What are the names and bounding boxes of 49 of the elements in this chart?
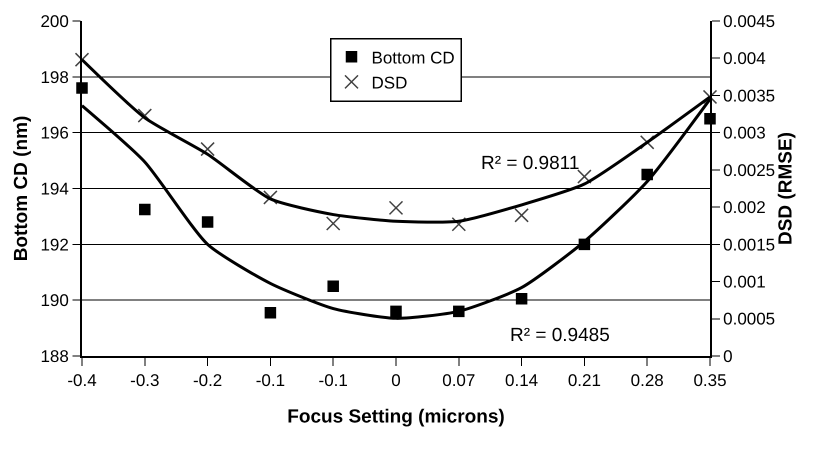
y2-tick-label: 0.002: [723, 198, 766, 218]
x-tick-label: -0.1: [256, 371, 286, 390]
y-tick-label: 200: [40, 12, 69, 31]
annotation: R² = 0.9485: [510, 325, 610, 346]
y-axis-title: Bottom CD (nm): [10, 116, 32, 262]
y2-tick-label: 0.0015: [723, 235, 776, 254]
y-tick-label: 188: [40, 346, 69, 366]
x-tick-label: -0.3: [130, 371, 160, 390]
legend-label: DSD: [372, 74, 408, 93]
point: [577, 169, 592, 184]
y-tick-label: 192: [40, 235, 69, 254]
y-tick-label: 196: [40, 124, 69, 143]
point: [263, 190, 278, 205]
y2-axis-title: DSD (RMSE): [775, 132, 796, 245]
point: [516, 293, 528, 305]
y-tick-label: 198: [40, 68, 69, 87]
y2-tick-label: 0.004: [723, 49, 766, 68]
x-axis-title: Focus Setting (microns): [287, 406, 505, 428]
y2-tick-label: 0: [723, 346, 733, 366]
legend-label: Bottom CD: [372, 48, 455, 68]
point: [326, 216, 340, 231]
x-tick-label: 0.14: [505, 371, 538, 390]
y2-tick-label: 0.0045: [723, 12, 776, 31]
point: [138, 108, 152, 123]
x-tick-label: -0.4: [67, 371, 97, 390]
y2-tick-label: 0.0035: [723, 86, 776, 106]
point: [200, 142, 215, 156]
y-tick-label: 194: [40, 179, 69, 198]
x-tick-label: 0.21: [568, 371, 601, 390]
x-tick-label: 0.07: [442, 371, 476, 390]
point: [202, 216, 214, 228]
point: [390, 306, 402, 318]
point: [327, 280, 339, 292]
x-tick-label: 0.28: [630, 371, 664, 390]
point: [139, 204, 151, 216]
point: [264, 306, 276, 318]
annotation: R² = 0.9811: [481, 153, 580, 174]
y2-tick-label: 0.0005: [723, 310, 776, 329]
y-tick-label: 190: [40, 291, 69, 310]
y2-tick-label: 0.003: [723, 124, 766, 143]
point: [388, 200, 404, 216]
point: [452, 216, 466, 232]
point: [514, 208, 529, 223]
x-tick-label: 0.35: [693, 371, 727, 390]
x-tick-label: 0: [391, 371, 401, 390]
x-tick-label: -0.1: [318, 371, 348, 390]
x-tick-label: -0.2: [192, 371, 222, 390]
y2-tick-label: 0.001: [723, 272, 766, 292]
y2-tick-label: 0.0025: [723, 160, 776, 180]
